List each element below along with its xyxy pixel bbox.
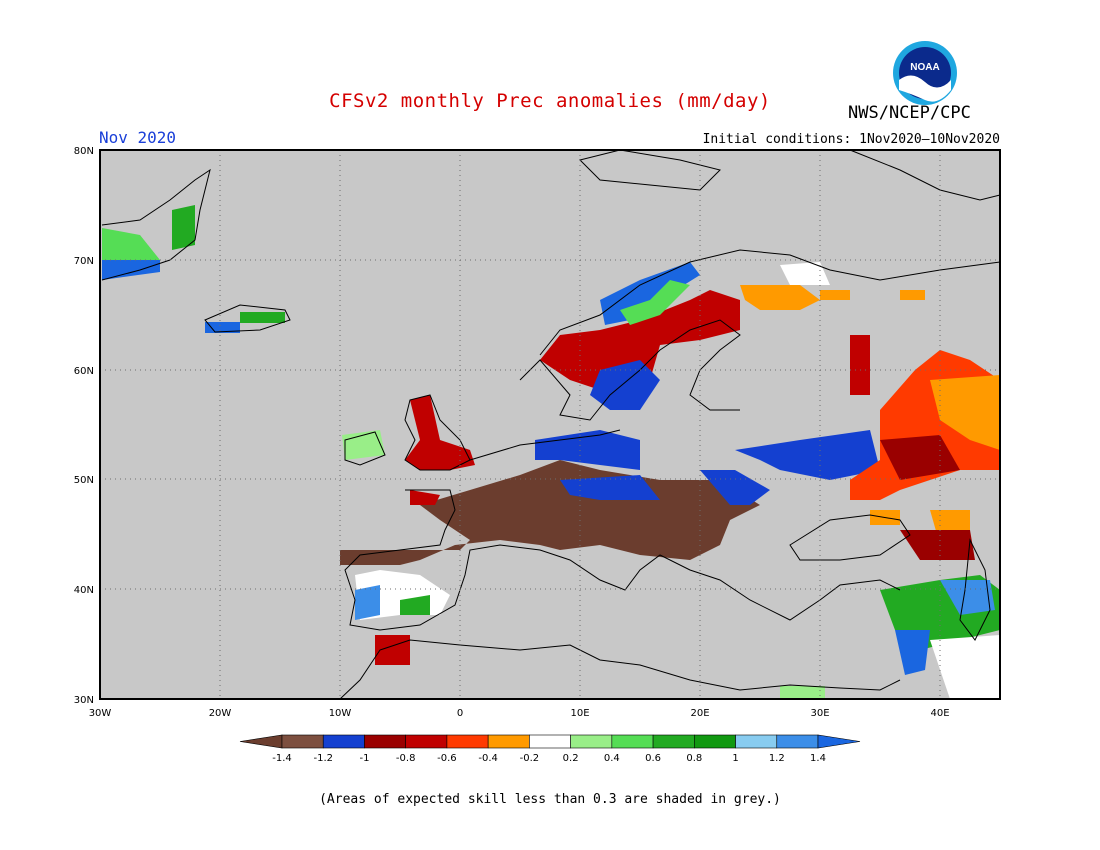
anomaly-layer [102,205,1000,699]
colorbar-tick-label: -1.2 [313,753,333,764]
colorbar-tick-label: 0.4 [604,753,620,764]
patch-green-east-greenland [172,205,195,250]
colorbar: -1.4 -1.2 -1 -0.8 -0.6 -0.4 -0.2 0.2 0.4 0.6 0.8 1 1… [239,734,861,764]
patch-red-brittany [410,490,440,505]
lat-tick-label: 80N [74,146,94,157]
colorbar-bin [529,734,571,749]
patch-white-north-russia [780,262,830,285]
patch-darkred-russia [880,435,960,480]
coast-north-africa [339,639,901,700]
coast-baltic [519,319,741,421]
noaa-logo-text: NOAA [910,62,939,73]
colorbar-bin [611,734,654,749]
colorbar-bin [322,734,365,749]
initial-conditions: Initial conditions: 1Nov2020–10Nov2020 [702,132,1000,147]
patch-green-norway [620,280,690,325]
patch-green-egypt [780,686,825,699]
patch-blue-greenland [102,260,160,280]
lon-tick-label: 10E [570,708,589,719]
colorbar-bin [364,734,406,749]
colorbar-bin [487,734,530,749]
map-title: CFSv2 monthly Prec anomalies (mm/day) [329,90,771,112]
coast-svalbard [579,149,721,191]
coast-caspian [959,538,991,641]
patch-orange-russia [900,290,925,300]
coast-black-sea [789,514,911,561]
month-label: Nov 2020 [99,128,177,147]
lat-tick-label: 60N [74,366,94,377]
map-frame [99,149,1001,700]
lat-tick-label: 70N [74,256,94,267]
colorbar-bin [405,734,448,749]
patch-green-ireland [342,430,385,460]
patch-white-arabia [930,635,1000,699]
coast-ireland [344,431,386,466]
patch-blue-alps [560,475,660,500]
coast-great-britain [404,394,471,471]
patch-darkred-caucasus [900,530,975,560]
lat-tick-label: 30N [74,695,94,706]
colorbar-tick-label: -0.2 [520,753,540,764]
lon-tick-label: 10W [329,708,352,719]
patch-blue-portugal [355,585,380,620]
colorbar-bin [694,734,736,749]
patch-blue-middle-east [940,580,995,615]
colorbar-bin [446,734,489,749]
patch-blue-levant [895,630,930,675]
coast-iceland [204,304,291,333]
colorbar-bin [281,734,324,749]
colorbar-tick-label: 0.8 [686,753,702,764]
patch-orange-kola [820,290,850,300]
colorbar-tick-label: -0.6 [437,753,457,764]
footnote: (Areas of expected skill less than 0.3 a… [319,792,781,807]
patch-green-spain [400,595,430,615]
patch-red-scandinavia [540,290,740,390]
map-background [100,150,1000,699]
patch-red-moscow [850,335,870,395]
colorbar-tick-label: 1.2 [769,753,785,764]
colorbar-tick-label: 1 [732,753,738,764]
lat-tick-label: 40N [74,585,94,596]
coast-scandinavia-north [539,249,1001,356]
colorbar-tick-label: -1.4 [272,753,292,764]
colorbar-high-arrow [817,734,861,749]
agency-label: NWS/NCEP/CPC [848,103,971,123]
patch-blue-carpathians [700,470,770,505]
colorbar-tick-label: -0.8 [396,753,416,764]
lat-tick-label: 50N [74,475,94,486]
gridlines [100,150,1000,699]
colorbar-tick-label: 0.6 [645,753,661,764]
lon-tick-label: 30W [89,708,112,719]
coast-greenland [101,168,211,281]
patch-red-uk [405,395,475,470]
patch-orange-russia-east [930,375,1000,450]
lon-tick-label: 20E [690,708,709,719]
colorbar-bin [776,734,819,749]
lat-axis: 80N 70N 60N 50N 40N 30N [74,146,94,706]
colorbar-tick-label: -1 [359,753,369,764]
lon-axis: 30W 20W 10W 0 10E 20E 30E 40E [89,708,950,719]
colorbar-tick-label: 0.2 [563,753,579,764]
colorbar-bin [735,734,778,749]
colorbar-bin [652,734,695,749]
lon-tick-label: 0 [457,708,463,719]
colorbar-low-arrow [239,734,283,749]
lon-tick-label: 40E [930,708,949,719]
noaa-logo: NOAA [892,40,958,106]
patch-green-iceland [240,312,285,323]
coast-mediterranean-north [344,489,901,631]
patch-blue-ukraine [735,430,880,480]
lon-tick-label: 30E [810,708,829,719]
colorbar-tick-label: -0.4 [478,753,498,764]
patch-orange-finland [740,285,820,310]
patch-brown-west-europe [340,460,760,565]
lon-tick-label: 20W [209,708,232,719]
colorbar-tick-label: 1.4 [810,753,826,764]
coast-north-sea [469,429,621,461]
colorbar-bin [570,734,613,749]
